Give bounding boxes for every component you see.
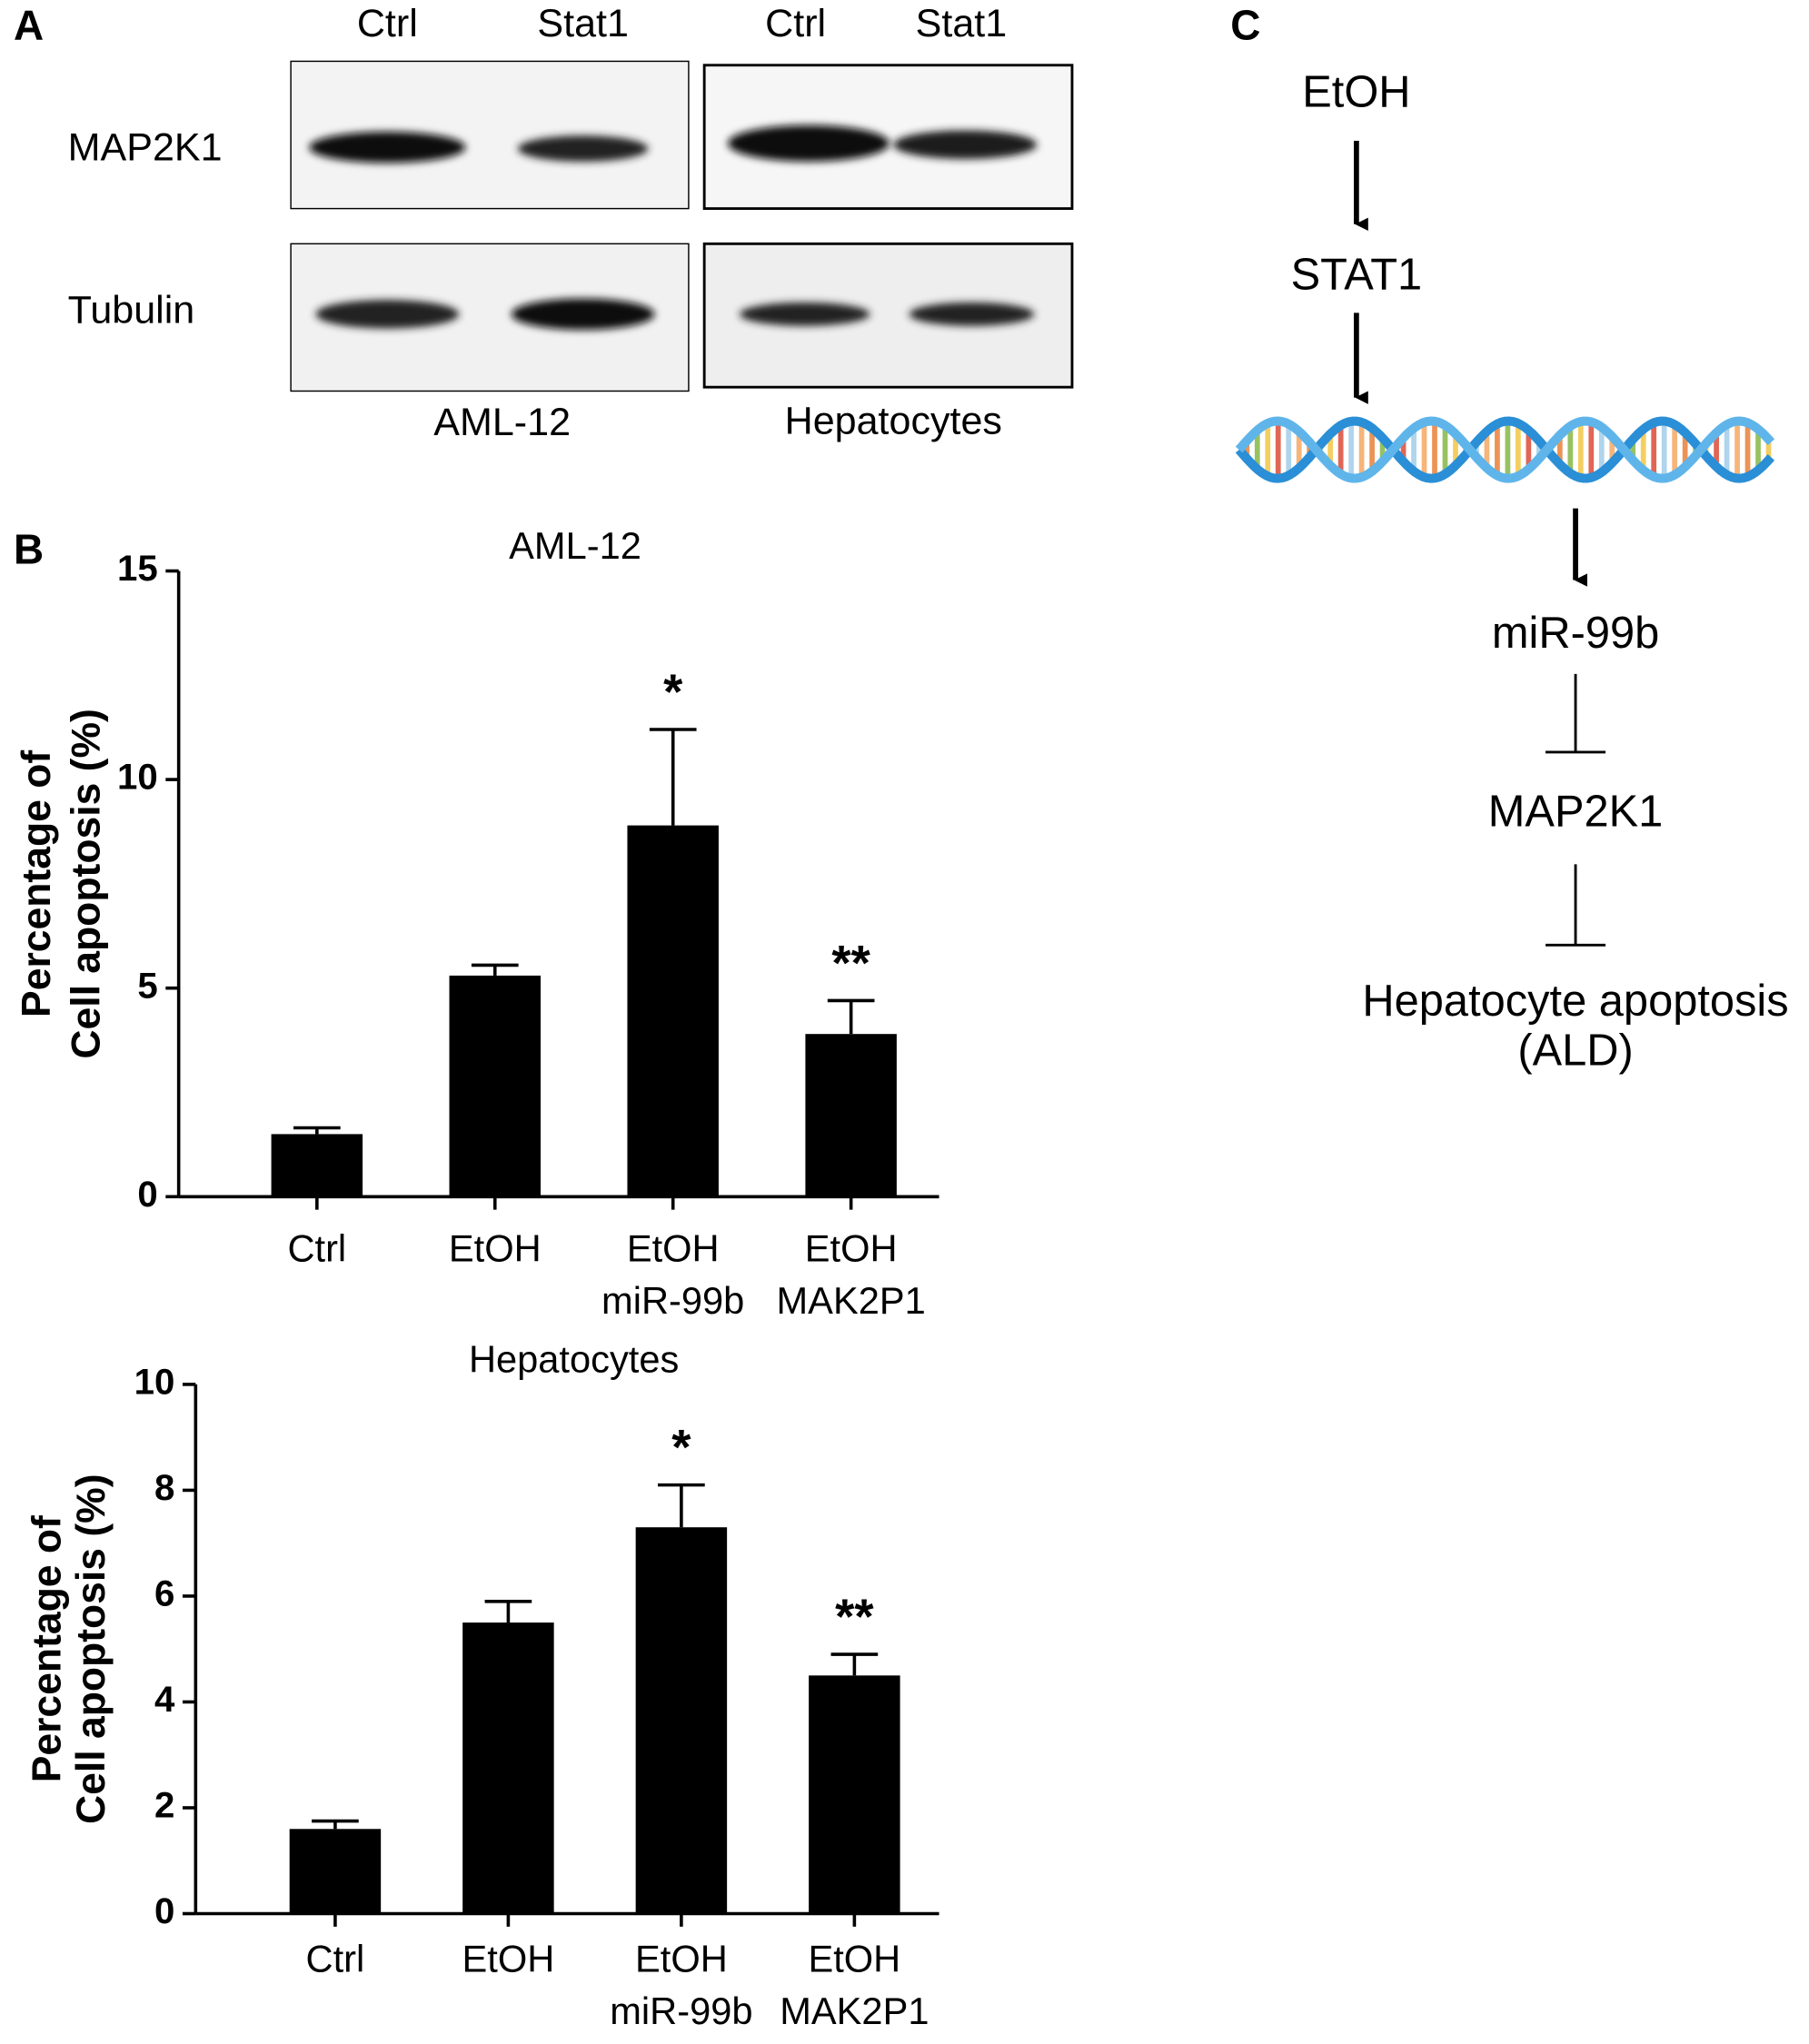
chart-title: Hepatocytes — [469, 1338, 679, 1381]
error-bar — [827, 998, 875, 1035]
significance-label: ** — [835, 1589, 874, 1644]
inhibition — [1546, 673, 1606, 754]
dna-strand — [1235, 416, 1775, 483]
y-tick-label: 6 — [154, 1573, 174, 1614]
pathway-node: STAT1 — [1291, 251, 1423, 300]
y-tick-label: 15 — [117, 548, 158, 589]
bar — [635, 1527, 728, 1914]
error-bar — [312, 1819, 359, 1830]
y-tick-label: 2 — [154, 1785, 174, 1826]
bar — [271, 1134, 363, 1197]
bar — [809, 1675, 900, 1914]
y-tick-label: 10 — [117, 757, 158, 798]
x-tick-label: EtOH — [462, 1938, 555, 1980]
bar — [805, 1034, 897, 1197]
panel-label: A — [14, 2, 44, 49]
panel-label: B — [14, 526, 44, 573]
x-tick-label: Ctrl — [306, 1938, 365, 1980]
significance-label: ** — [831, 936, 870, 991]
cell-line-label: Hepatocytes — [785, 400, 1002, 443]
y-tick-label: 10 — [134, 1362, 175, 1403]
x-tick-label: MAK2P1 — [780, 1989, 929, 2032]
x-tick-label: EtOH — [449, 1227, 542, 1270]
blot — [290, 60, 1074, 392]
bar — [627, 825, 719, 1197]
error-bar — [293, 1126, 341, 1135]
lane-label: Ctrl — [357, 2, 418, 45]
row-label: MAP2K1 — [68, 125, 223, 169]
chart-title: AML-12 — [509, 524, 641, 567]
y-tick-label: 0 — [154, 1890, 174, 1931]
y-axis-label: Percentage of — [25, 1515, 69, 1782]
bar — [449, 975, 542, 1197]
panel-label: C — [1230, 2, 1260, 49]
x-tick-label: Ctrl — [287, 1227, 346, 1270]
x-tick-label: EtOH — [809, 1938, 901, 1980]
y-tick-label: 5 — [137, 965, 157, 1006]
y-tick-label: 0 — [137, 1174, 157, 1215]
y-tick-label: 8 — [154, 1467, 174, 1508]
dna-helix — [1235, 416, 1775, 483]
x-tick-label: EtOH — [635, 1938, 728, 1980]
row-label: Tubulin — [68, 289, 195, 332]
x-tick-label: miR-99b — [601, 1279, 744, 1322]
significance-label: * — [663, 664, 683, 719]
x-tick-label: EtOH — [627, 1227, 720, 1270]
lane-label: Stat1 — [916, 2, 1008, 45]
pathway-node: miR-99b — [1492, 609, 1659, 658]
error-bar — [484, 1599, 532, 1623]
y-axis-label: Cell apoptosis (%) — [64, 709, 108, 1059]
bar — [289, 1829, 382, 1914]
significance-label: * — [671, 1420, 691, 1475]
pathway-node: Hepatocyte apoptosis — [1362, 977, 1788, 1026]
error-bar — [471, 963, 519, 976]
pathway-node: MAP2K1 — [1488, 788, 1664, 837]
x-tick-label: EtOH — [805, 1227, 898, 1270]
y-axis-label: Percentage of — [15, 750, 59, 1017]
pathway-node: EtOH — [1302, 68, 1410, 117]
inhibition — [1546, 864, 1606, 947]
dna-strand — [1235, 416, 1775, 483]
pathway-node: (ALD) — [1517, 1026, 1633, 1075]
error-bar — [649, 728, 697, 826]
x-tick-label: MAK2P1 — [777, 1279, 926, 1322]
error-bar — [658, 1483, 705, 1528]
error-bar — [830, 1652, 879, 1676]
y-axis-label: Cell apoptosis (%) — [69, 1473, 114, 1824]
bar — [462, 1622, 554, 1914]
x-tick-label: miR-99b — [610, 1989, 752, 2032]
y-tick-label: 4 — [154, 1679, 175, 1720]
lane-label: Stat1 — [537, 2, 629, 45]
cell-line-label: AML-12 — [433, 401, 571, 444]
lane-label: Ctrl — [765, 2, 826, 45]
